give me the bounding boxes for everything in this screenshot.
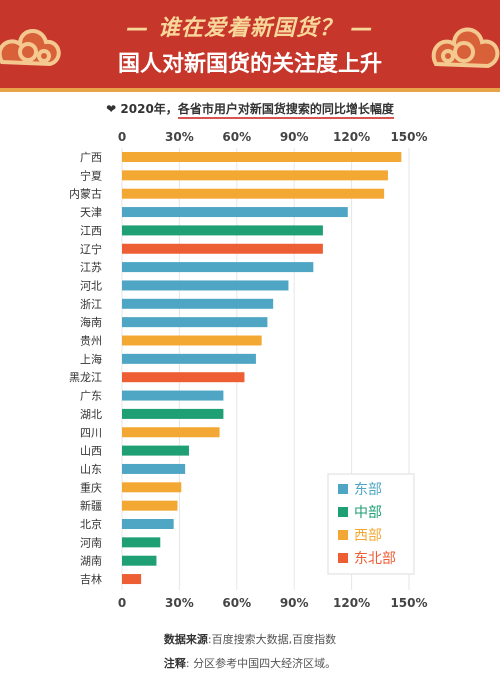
category-label: 宁夏	[80, 168, 102, 182]
category-label: 黑龙江	[69, 371, 102, 384]
legend-label: 东北部	[354, 551, 396, 567]
category-label: 上海	[80, 352, 102, 366]
heart-icon: ❤	[106, 102, 117, 116]
page-title-line1: — 谁在爱着新国货？ —	[126, 16, 374, 41]
category-label: 江苏	[80, 261, 102, 274]
category-label: 山东	[80, 463, 102, 476]
bar	[122, 445, 189, 456]
x-tick-label-bottom: 90%	[280, 596, 309, 610]
category-label: 吉林	[80, 572, 102, 586]
bar	[122, 353, 256, 364]
category-label: 湖北	[80, 408, 102, 421]
legend-swatch	[338, 507, 348, 517]
legend-label: 中部	[354, 505, 382, 521]
chart-subtitle: ❤ 2020年，各省市用户对新国货搜索的同比增长幅度	[0, 100, 500, 119]
note: 注释: 分区参考中国四大经济区域。	[0, 655, 500, 671]
bar	[122, 500, 178, 511]
category-label: 河北	[80, 279, 102, 292]
note-label: 注释	[163, 657, 186, 670]
bar	[122, 262, 314, 273]
category-label: 贵州	[80, 335, 102, 348]
category-label: 天津	[80, 206, 102, 219]
x-tick-label-bottom: 30%	[165, 596, 194, 610]
subtitle-prefix: 2020年，	[120, 102, 178, 116]
bar	[122, 574, 142, 585]
bar	[122, 390, 224, 401]
bar	[122, 280, 289, 291]
legend-label: 西部	[354, 528, 382, 544]
bar	[122, 335, 262, 346]
title-banner: — 谁在爱着新国货？ — 国人对新国货的关注度上升	[0, 0, 500, 88]
category-label: 广西	[80, 151, 102, 164]
category-label: 新疆	[80, 499, 102, 513]
bar	[122, 519, 174, 529]
x-tick-label-bottom: 60%	[222, 596, 251, 610]
bar	[122, 555, 157, 566]
source-label: 数据来源	[163, 633, 208, 646]
legend-swatch	[338, 484, 348, 494]
bar	[122, 170, 388, 181]
x-tick-label-bottom: 120%	[333, 596, 370, 610]
x-tick-label-top: 60%	[222, 130, 251, 144]
category-label: 湖南	[80, 555, 102, 568]
x-tick-label-top: 30%	[165, 130, 194, 144]
legend-swatch	[338, 530, 348, 540]
subtitle-main: 各省市用户对新国货搜索的同比增长幅度	[177, 102, 394, 119]
category-label: 内蒙古	[69, 187, 102, 201]
category-label: 重庆	[80, 480, 102, 494]
bar	[122, 537, 161, 548]
bar	[122, 408, 224, 419]
bar	[122, 427, 220, 438]
data-source: 数据来源:百度搜索大数据,百度指数	[0, 631, 500, 647]
left-cloud-icon	[0, 29, 61, 67]
x-tick-label-top: 0	[118, 130, 126, 144]
category-label: 广东	[80, 390, 102, 403]
category-label: 山西	[80, 445, 102, 458]
bar	[122, 152, 402, 162]
bar	[122, 207, 348, 218]
bar	[122, 317, 268, 328]
x-tick-label-bottom: 0	[118, 596, 126, 610]
bar	[122, 225, 323, 236]
note-text: : 分区参考中国四大经济区域。	[185, 657, 337, 670]
bar	[122, 482, 182, 493]
banner-stripe	[0, 88, 500, 92]
x-tick-label-top: 120%	[333, 130, 370, 144]
bar	[122, 372, 245, 383]
category-label: 四川	[80, 426, 102, 439]
category-label: 江西	[80, 224, 102, 237]
x-tick-label-top: 90%	[280, 130, 309, 144]
page-title-line2: 国人对新国货的关注度上升	[117, 52, 382, 77]
category-label: 海南	[80, 315, 102, 329]
category-label: 河南	[80, 536, 102, 549]
x-tick-label-top: 150%	[390, 130, 427, 144]
category-label: 辽宁	[80, 242, 102, 256]
category-label: 北京	[80, 517, 102, 531]
x-tick-label-bottom: 150%	[390, 596, 427, 610]
bar	[122, 243, 323, 254]
bar	[122, 188, 385, 199]
legend-label: 东部	[354, 482, 382, 498]
category-label: 浙江	[80, 298, 102, 311]
bar	[122, 298, 274, 309]
source-text: :百度搜索大数据,百度指数	[207, 633, 337, 646]
right-cloud-icon	[431, 27, 500, 69]
legend-swatch	[338, 553, 348, 563]
bar	[122, 463, 186, 474]
